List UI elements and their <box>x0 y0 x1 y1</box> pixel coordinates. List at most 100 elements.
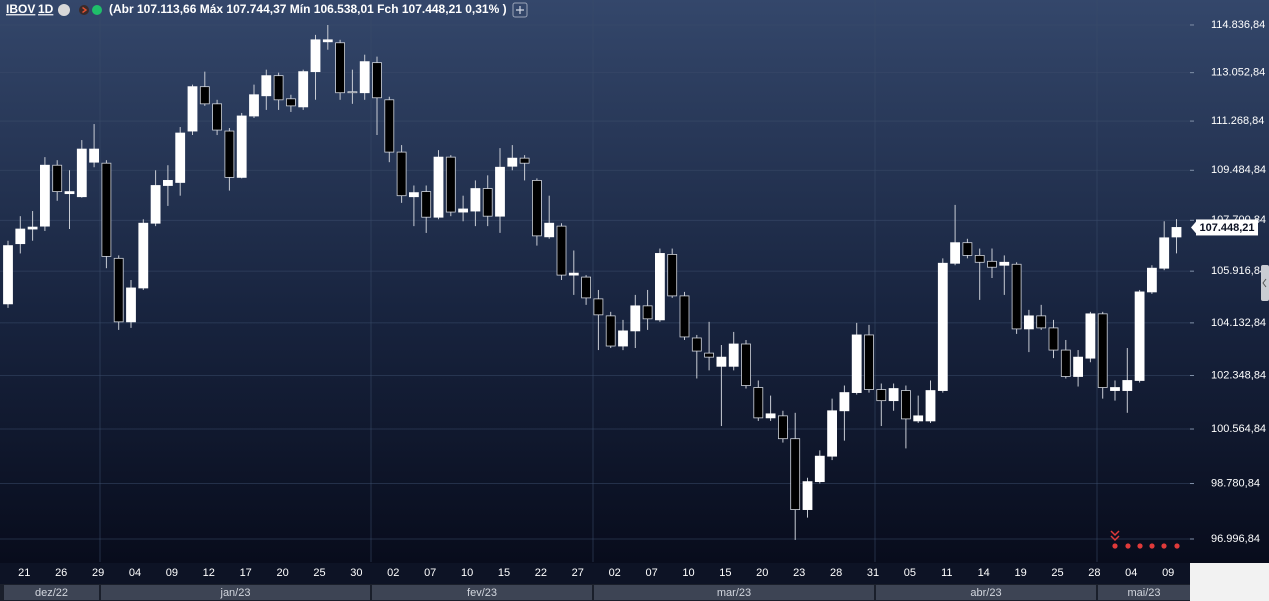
candle-body-down <box>273 75 284 101</box>
candle-body-up <box>1147 267 1157 293</box>
candle-body-up <box>249 94 259 117</box>
period-label: fev/23 <box>467 587 497 599</box>
candle-body-down <box>778 415 788 440</box>
candle-body-up <box>1171 227 1182 238</box>
candle-body-up <box>1085 313 1096 359</box>
candle-body-down <box>285 98 296 107</box>
period-box <box>101 585 370 600</box>
signal-dot <box>1125 543 1131 549</box>
candle-body-down <box>52 164 63 193</box>
candle-body-down <box>335 42 346 94</box>
x-tick-label: 26 <box>55 567 67 579</box>
y-tick-label: 98.780,84 <box>1211 477 1260 489</box>
candle-body-down <box>741 343 751 386</box>
period-box <box>594 585 874 600</box>
candle-body-up <box>27 226 38 230</box>
period-box <box>4 585 99 600</box>
candle-body-down <box>421 191 432 218</box>
candle-body-up <box>507 157 518 167</box>
candle-body-up <box>1110 387 1120 391</box>
x-tick-label: 22 <box>535 567 547 579</box>
candle-body-down <box>987 260 997 268</box>
candle-body-up <box>162 180 173 186</box>
side-handle-glyph <box>1262 278 1267 288</box>
x-tick-label: 09 <box>1162 567 1174 579</box>
interval[interactable]: 1D <box>38 2 54 16</box>
candle-body-up <box>999 261 1010 266</box>
candle-body-down <box>962 242 973 256</box>
candle-body-down <box>384 99 395 153</box>
x-tick-label: 31 <box>867 567 879 579</box>
candle-body-up <box>3 245 13 305</box>
candles <box>3 24 1182 540</box>
candle-body-down <box>876 389 887 402</box>
last-price-box <box>1196 219 1258 236</box>
symbol[interactable]: IBOV <box>6 2 35 16</box>
x-tick-label: 14 <box>978 567 990 579</box>
signal-dot <box>1149 543 1155 549</box>
candle-body-up <box>433 156 444 218</box>
candle-body-down <box>1036 315 1047 329</box>
candle-body-down <box>101 162 112 257</box>
candle-body-down <box>593 298 604 316</box>
candle-body-up <box>495 166 505 217</box>
axes: 114.836,84 113.052,84 111.268,84 109.484,84… <box>4 19 1266 600</box>
candle-body-up <box>126 287 136 323</box>
candle-body-up <box>827 410 837 457</box>
y-tick-label: 105.916,84 <box>1211 265 1266 277</box>
add-button[interactable] <box>512 2 528 18</box>
signal-dots <box>1112 543 1180 549</box>
candle-body-up <box>76 148 87 198</box>
period-label: dez/22 <box>35 587 68 599</box>
candle-body-up <box>310 39 321 73</box>
candle-body-up <box>64 191 75 195</box>
x-tick-label: 29 <box>92 567 104 579</box>
candle-body-up <box>544 222 555 238</box>
candle-body-down <box>1048 327 1059 351</box>
period-label: abr/23 <box>970 587 1001 599</box>
x-tick-label: 25 <box>313 567 325 579</box>
candle-body-down <box>372 62 382 99</box>
candle-body-up <box>937 262 948 391</box>
candle-body-down <box>704 352 714 358</box>
candle-body-up <box>187 86 198 132</box>
candle-body-up <box>728 343 739 367</box>
period-label: mar/23 <box>717 587 751 599</box>
signal-dot <box>1174 543 1180 549</box>
candle-body-up <box>261 75 272 97</box>
side-handle[interactable] <box>1261 265 1269 301</box>
candle-body-up <box>470 188 481 212</box>
candle-body-down <box>691 337 702 352</box>
candle-body-down <box>519 157 530 164</box>
candle-body-up <box>40 164 50 227</box>
candle-body-down <box>199 86 210 105</box>
x-tick-label: 02 <box>609 567 621 579</box>
signal-chevrons <box>1110 530 1120 542</box>
candle-body-up <box>1073 356 1083 377</box>
x-tick-label: 23 <box>793 567 805 579</box>
y-tick-label: 111.268,84 <box>1211 115 1264 127</box>
candle-body-down <box>790 438 801 510</box>
candle-body-up <box>298 71 309 108</box>
x-tick-label: 10 <box>682 567 694 579</box>
quote: (Abr 107.113,66 Máx 107.744,37 Mín 106.5… <box>109 2 507 16</box>
icon-info[interactable] <box>58 4 70 16</box>
plot-background <box>0 0 1269 563</box>
candle-body-down <box>901 390 911 420</box>
x-tick-label: 25 <box>1051 567 1063 579</box>
candle-body-down <box>445 156 456 213</box>
period-box <box>1098 585 1190 600</box>
candle-body-up <box>1024 315 1034 330</box>
candle-body-down <box>642 305 653 320</box>
x-axis-bar <box>0 563 1190 584</box>
candle-body-down <box>605 315 616 347</box>
candle-body-down <box>212 103 223 131</box>
last-price-label: 107.448,21 <box>1199 222 1254 234</box>
x-tick-label: 04 <box>129 567 141 579</box>
x-tick-label: 07 <box>424 567 436 579</box>
candle-body-up <box>655 253 665 321</box>
period-label: jan/23 <box>220 587 251 599</box>
candle-body-down <box>482 188 493 217</box>
period-box <box>876 585 1096 600</box>
icon-arrow[interactable] <box>79 5 89 15</box>
